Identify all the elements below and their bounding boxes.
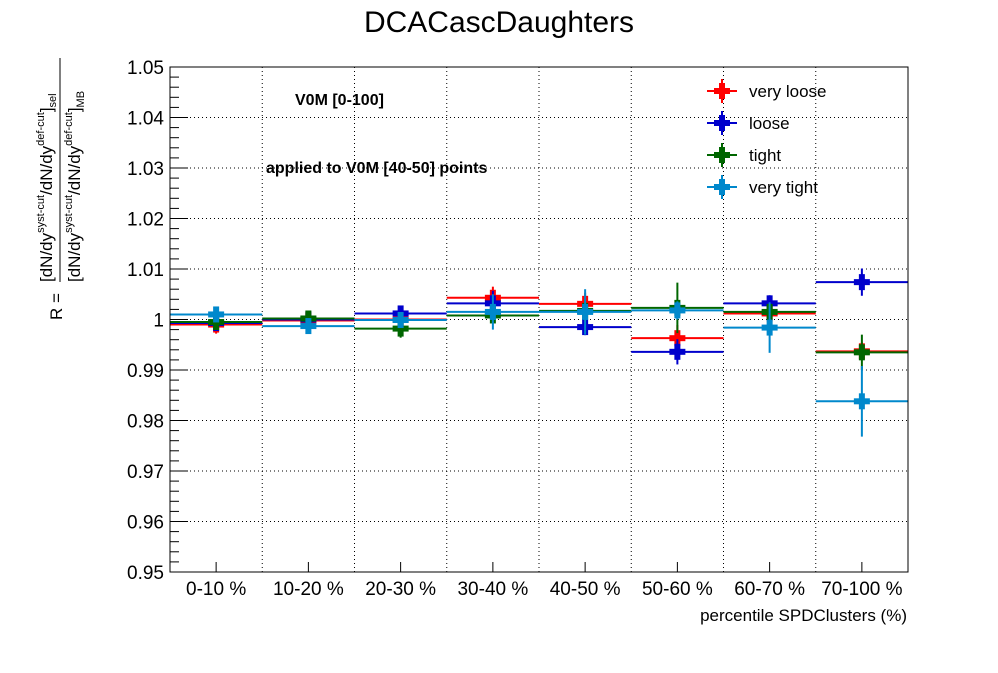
data-point-marker	[397, 320, 404, 337]
x-tick-label: 0-10 %	[186, 579, 246, 600]
x-axis-ticks: 0-10 % 10-20 % 20-30 % 30-40 % 40-50 % 50-60 …	[186, 562, 903, 600]
y-axis-label-numerator: [dN/dysyst-cut/dN/dydef-cut]sel	[35, 93, 59, 282]
data-point-marker	[674, 302, 681, 319]
y-axis-label-denominator: [dN/dysyst-cut/dN/dydef-cut]MB	[63, 91, 87, 282]
legend-label: very tight	[749, 178, 818, 197]
y-tick-label: 0.96	[127, 513, 164, 534]
data-point-marker	[397, 312, 404, 329]
x-tick-label: 70-100 %	[821, 579, 902, 600]
data-point-marker	[582, 303, 589, 320]
y-axis-label-prefix: R =	[47, 293, 66, 320]
legend-label: tight	[749, 146, 781, 165]
data-point-marker	[858, 393, 865, 410]
data-point-marker	[489, 303, 496, 320]
y-tick-label: 1	[153, 311, 164, 332]
y-tick-label: 0.99	[127, 361, 164, 382]
legend-entry-very-tight: very tight	[707, 175, 818, 199]
x-tick-label: 60-70 %	[734, 579, 805, 600]
series-layer	[170, 268, 908, 437]
legend-label: very loose	[749, 82, 826, 101]
x-tick-label: 40-50 %	[550, 579, 621, 600]
data-point-marker	[858, 274, 865, 291]
y-tick-label: 1.02	[127, 210, 164, 231]
legend-marker-core	[719, 115, 725, 131]
annotation-v0m: V0M [0-100]	[295, 92, 384, 109]
data-point-marker	[213, 306, 220, 323]
legend-label: loose	[749, 114, 790, 133]
x-tick-label: 10-20 %	[273, 579, 344, 600]
data-point-marker	[766, 319, 773, 336]
data-point-marker	[674, 330, 681, 347]
y-tick-label: 1.01	[127, 260, 164, 281]
y-tick-label: 1.03	[127, 159, 164, 180]
y-axis-ticks: 0.95 0.96 0.97 0.98 0.99 1 1.01 1.02 1.03 1.04 1.0…	[127, 58, 188, 584]
series-very-tight	[170, 289, 908, 437]
y-axis-label: R = [dN/dysyst-cut/dN/dydef-cut]sel [dN/…	[35, 58, 87, 320]
x-tick-label: 30-40 %	[457, 579, 528, 600]
legend-entry-very-loose: very loose	[707, 79, 826, 103]
y-tick-label: 0.95	[127, 563, 164, 584]
data-point-marker	[858, 344, 865, 361]
chart-title: DCACascDaughters	[364, 6, 634, 39]
x-tick-label: 20-30 %	[365, 579, 436, 600]
x-tick-label: 50-60 %	[642, 579, 713, 600]
legend-marker-core	[719, 83, 725, 99]
y-tick-label: 1.05	[127, 58, 164, 79]
legend-entry-tight: tight	[707, 143, 781, 167]
data-point-marker	[305, 318, 312, 335]
annotation-applied: applied to V0M [40-50] points	[266, 160, 487, 177]
y-tick-label: 1.04	[127, 109, 164, 130]
data-point-marker	[674, 343, 681, 360]
legend-entry-loose: loose	[707, 111, 790, 135]
x-axis-label: percentile SPDClusters (%)	[700, 606, 907, 625]
series-loose	[170, 268, 908, 365]
y-tick-label: 0.98	[127, 412, 164, 433]
legend: very loose loose tight very tight	[707, 79, 826, 199]
legend-marker-core	[719, 179, 725, 195]
legend-marker-core	[719, 147, 725, 163]
y-tick-label: 0.97	[127, 462, 164, 483]
